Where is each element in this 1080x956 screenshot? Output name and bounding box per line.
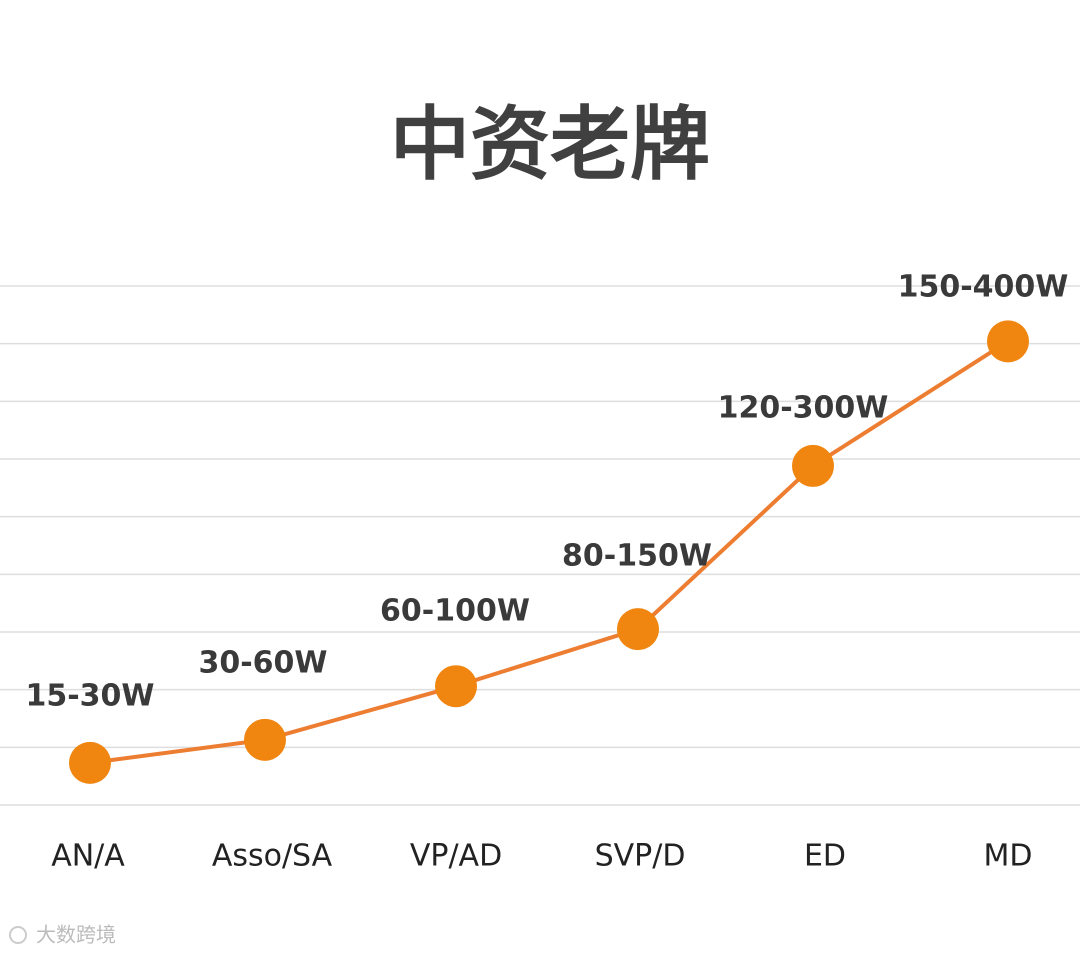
line — [89, 339, 1010, 765]
marker — [617, 608, 659, 651]
x-tick-label: ED — [804, 839, 846, 874]
watermark: 大数跨境 — [36, 923, 116, 947]
x-tick-label: VP/AD — [410, 839, 502, 874]
x-tick-label: AN/A — [51, 839, 125, 874]
chart-title: 中资老牌 — [390, 98, 710, 191]
marker — [244, 718, 286, 761]
marker — [987, 320, 1029, 363]
point-label: 15-30W — [25, 679, 154, 714]
x-tick-label: Asso/SA — [212, 839, 333, 874]
marker — [435, 665, 477, 708]
point-label: 30-60W — [198, 646, 327, 681]
x-tick-label: SVP/D — [595, 839, 686, 874]
marker — [69, 741, 111, 784]
point-label: 120-300W — [718, 391, 889, 426]
watermark-icon — [9, 926, 27, 944]
point-label: 150-400W — [898, 270, 1069, 305]
marker — [792, 444, 834, 487]
x-tick-label: MD — [984, 839, 1033, 874]
point-label: 80-150W — [562, 539, 712, 574]
point-label: 60-100W — [380, 594, 530, 629]
